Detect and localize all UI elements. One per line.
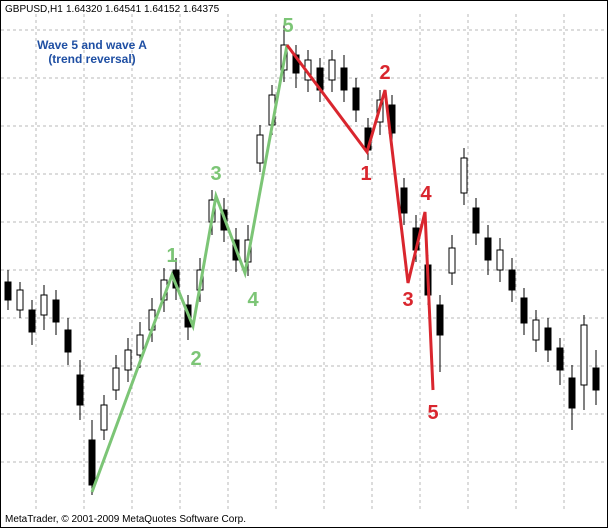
symbol: GBPUSD,H1 xyxy=(5,4,63,15)
wave-label: 5 xyxy=(427,402,438,424)
annotation: (trend reversal) xyxy=(48,52,135,66)
price: 1.64320 xyxy=(66,4,103,15)
wave-label: 3 xyxy=(402,289,413,311)
wave-label: 5 xyxy=(282,15,293,37)
wave-label: 3 xyxy=(210,163,221,185)
impulse-wave-line xyxy=(90,44,289,493)
annotation: Wave 5 and wave A xyxy=(37,38,147,52)
correction-wave-line xyxy=(285,44,435,391)
wave-label: 4 xyxy=(247,289,259,311)
price: 1.64375 xyxy=(183,4,220,15)
wave-label: 1 xyxy=(360,163,371,185)
price: 1.64152 xyxy=(144,4,181,15)
price: 1.64541 xyxy=(105,4,142,15)
grid xyxy=(1,14,607,512)
wave-label: 2 xyxy=(190,348,201,370)
wave-label: 1 xyxy=(166,245,177,267)
footer: MetaTrader, © 2001-2009 MetaQuotes Softw… xyxy=(5,514,246,525)
wave-label: 4 xyxy=(420,183,432,205)
wave-label: 2 xyxy=(379,62,390,84)
